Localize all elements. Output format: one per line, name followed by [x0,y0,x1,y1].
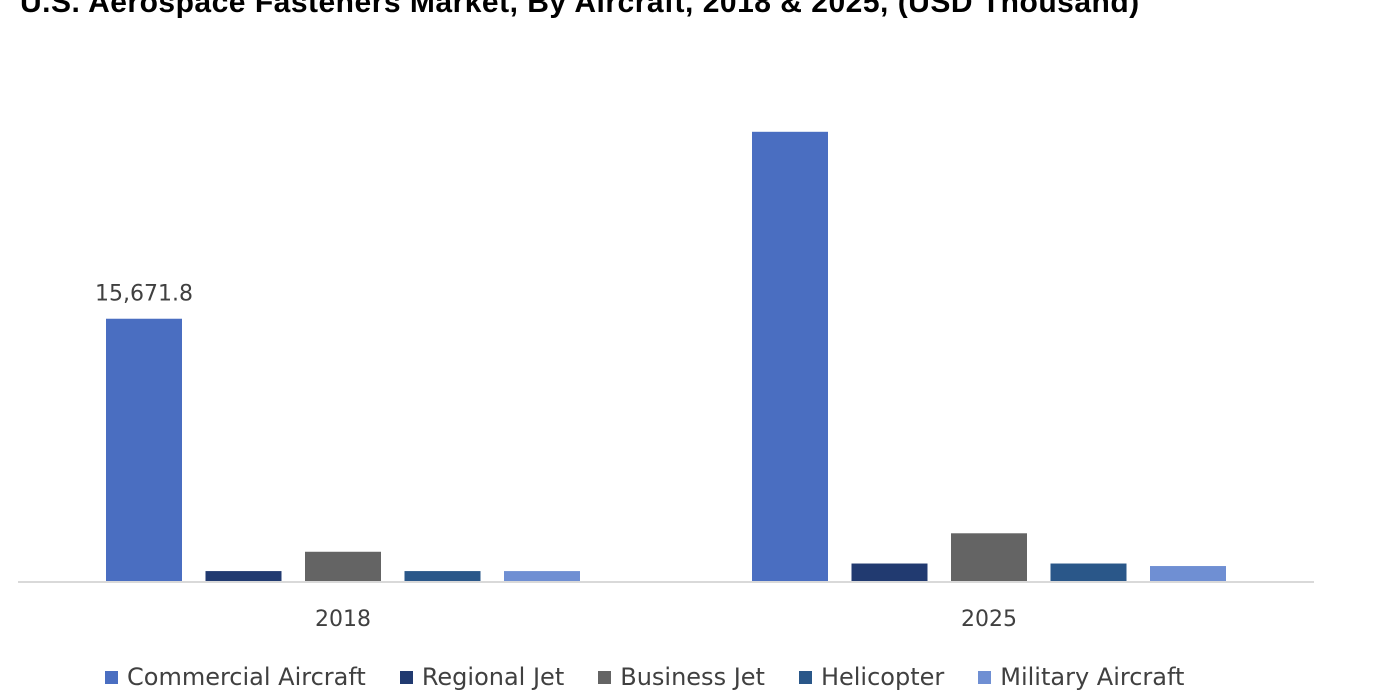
legend-label: Helicopter [820,663,945,691]
chart-title: U.S. Aerospace Fasteners Market, By Airc… [20,0,1140,19]
legend-swatch [105,670,118,684]
legend-swatch [598,670,612,684]
legend-item-commercial-aircraft: Commercial Aircraft [105,663,366,691]
legend-label: Business Jet [620,663,765,691]
legend-item-regional-jet: Regional Jet [399,663,565,691]
bar-business-jet-2025 [951,533,1027,582]
bar-military-aircraft-2025 [1150,566,1226,582]
legend-swatch [978,670,992,684]
labels-group: 2018 2025 15,671.8 [95,282,1017,632]
legend: Commercial Aircraft Regional Jet Business … [105,660,1218,694]
bar-military-aircraft-2018 [504,571,580,582]
bar-regional-jet-2018 [205,571,282,582]
x-tick-label-2025: 2025 [961,607,1017,632]
bar-commercial-aircraft-2018 [106,318,182,582]
legend-item-helicopter: Helicopter [798,663,945,691]
legend-label: Regional Jet [421,663,565,691]
legend-item-business-jet: Business Jet [598,663,765,691]
bar-regional-jet-2025 [851,563,928,582]
legend-swatch [399,670,413,684]
legend-item-military-aircraft: Military Aircraft [978,663,1184,691]
bar-commercial-aircraft-2025 [752,131,828,582]
bar-helicopter-2018 [404,571,481,582]
bars-group [106,131,1226,582]
legend-swatch [798,670,812,684]
bar-helicopter-2025 [1050,563,1127,582]
legend-label: Military Aircraft [1000,663,1185,691]
bar-chart: 2018 2025 15,671.8 [18,131,1314,632]
data-label-commercial-aircraft-2018: 15,671.8 [95,282,193,307]
legend-label: Commercial Aircraft [127,663,366,691]
x-tick-label-2018: 2018 [315,607,371,632]
bar-business-jet-2018 [305,551,381,582]
